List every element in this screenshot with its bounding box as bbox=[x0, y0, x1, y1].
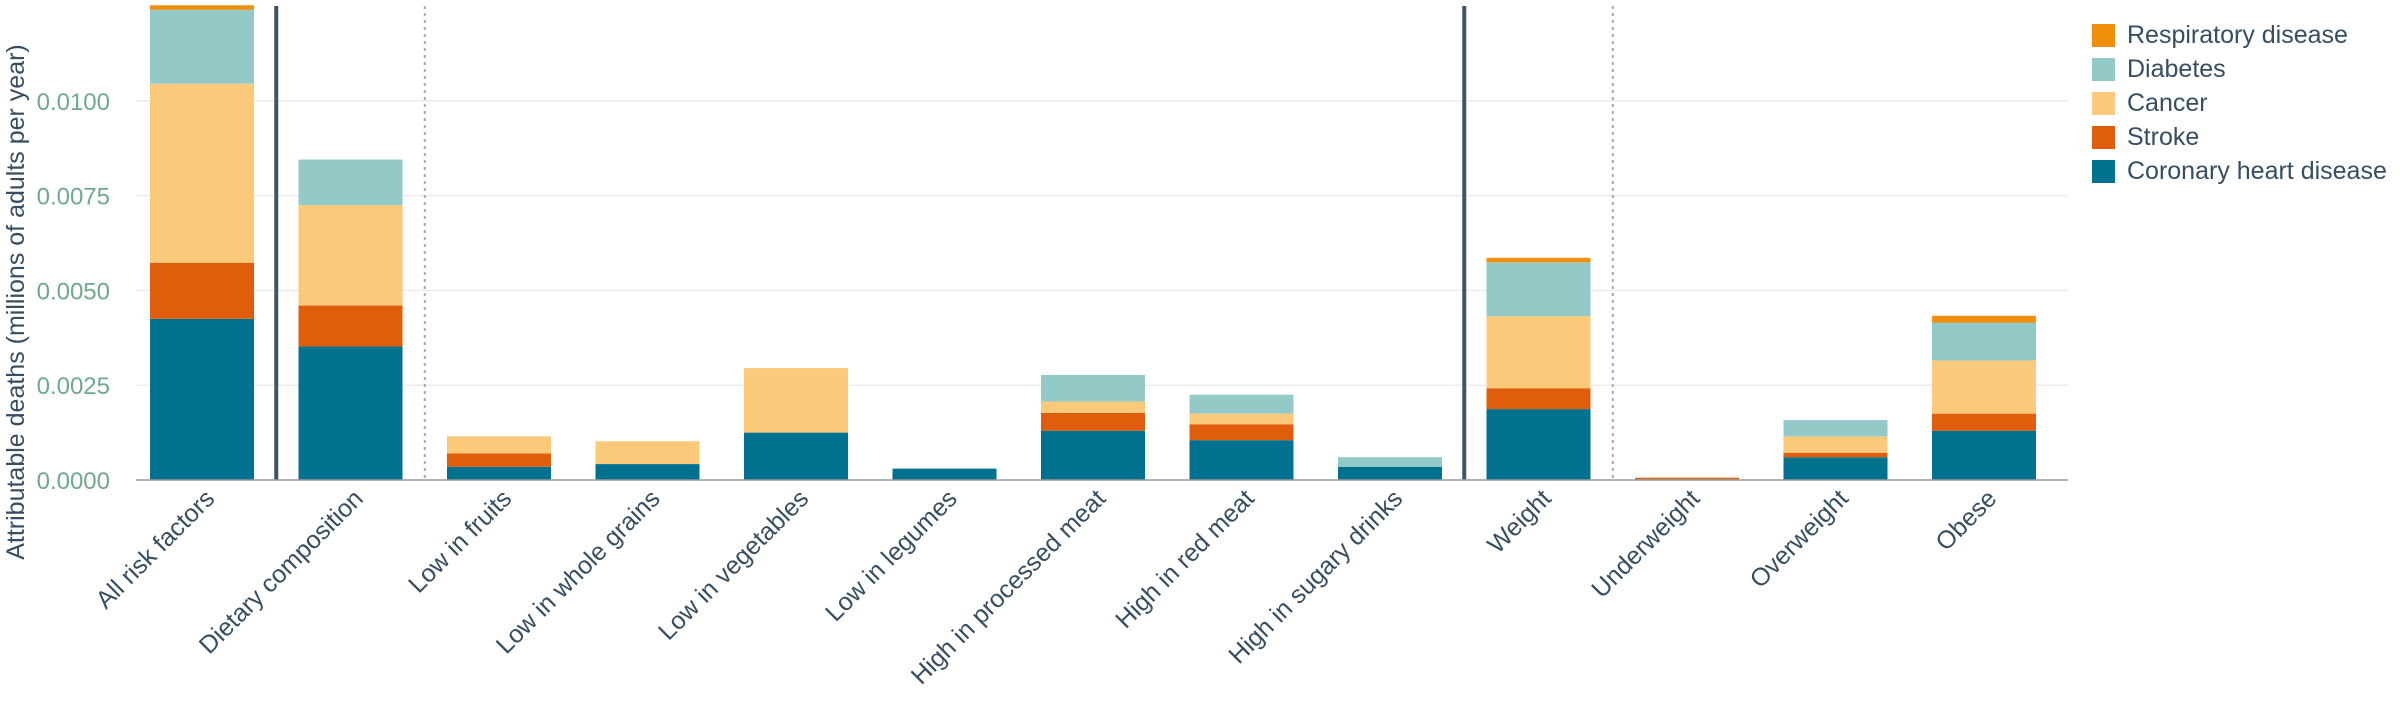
bar-segment bbox=[298, 205, 403, 306]
legend: Respiratory disease Diabetes Cancer Stroke C… bbox=[2092, 18, 2387, 188]
bar-segment bbox=[1189, 424, 1294, 441]
bar-segment bbox=[1486, 409, 1591, 480]
bar-segment bbox=[150, 318, 254, 480]
x-tick-label: Dietary composition bbox=[194, 484, 369, 659]
legend-label: Stroke bbox=[2127, 122, 2200, 151]
legend-swatch bbox=[2092, 23, 2115, 47]
bar-segment bbox=[150, 83, 254, 263]
bar-segment bbox=[150, 5, 254, 10]
bar-segment bbox=[150, 9, 254, 84]
bar-segment bbox=[1338, 457, 1442, 467]
bar-segment bbox=[150, 262, 254, 319]
bar-segment bbox=[1189, 413, 1294, 425]
bar-segment bbox=[1783, 436, 1888, 453]
bar-segment bbox=[1932, 430, 2036, 480]
bar-segment bbox=[1041, 430, 1145, 480]
x-tick-label: Weight bbox=[1482, 484, 1557, 559]
x-tick-label: All risk factors bbox=[90, 484, 220, 614]
x-tick-label: Overweight bbox=[1745, 484, 1854, 593]
bar-segment bbox=[1041, 401, 1145, 413]
group-separators bbox=[274, 6, 1614, 480]
legend-item: Respiratory disease bbox=[2092, 18, 2387, 52]
bar-segment bbox=[595, 441, 700, 465]
legend-label: Diabetes bbox=[2127, 54, 2226, 83]
y-tick-label: 0.0000 bbox=[37, 468, 110, 495]
bar-segment bbox=[298, 159, 403, 206]
bar-segment bbox=[1932, 315, 2036, 323]
x-tick-label: Low in vegetables bbox=[653, 484, 814, 645]
y-axis-title: Attributable deaths (millions of adults … bbox=[2, 44, 30, 560]
legend-label: Respiratory disease bbox=[2127, 20, 2348, 49]
legend-swatch bbox=[2092, 125, 2115, 149]
bar-segment bbox=[744, 368, 848, 433]
bar-segment bbox=[1783, 457, 1888, 480]
x-tick-label: Underweight bbox=[1586, 484, 1705, 603]
bar-segment bbox=[1486, 316, 1591, 389]
bar-segment bbox=[447, 453, 551, 467]
bar-segment bbox=[1932, 322, 2036, 361]
bars bbox=[150, 5, 2036, 480]
x-tick-label: Obese bbox=[1930, 484, 2002, 556]
x-tick-label: Low in legumes bbox=[820, 484, 963, 627]
bar-segment bbox=[1635, 477, 1739, 480]
legend-swatch bbox=[2092, 57, 2115, 81]
bar-segment bbox=[744, 432, 848, 480]
x-tick-label: High in red meat bbox=[1110, 484, 1260, 634]
bar-segment bbox=[1783, 420, 1888, 437]
legend-item: Coronary heart disease bbox=[2092, 154, 2387, 188]
bar-segment bbox=[298, 305, 403, 347]
bar-segment bbox=[1189, 394, 1294, 414]
legend-item: Cancer bbox=[2092, 86, 2387, 120]
legend-label: Coronary heart disease bbox=[2127, 156, 2387, 185]
legend-swatch bbox=[2092, 91, 2115, 115]
y-tick-label: 0.0100 bbox=[37, 89, 110, 116]
bar-segment bbox=[1486, 257, 1591, 263]
bar-segment bbox=[447, 466, 551, 480]
bar-segment bbox=[1783, 452, 1888, 458]
y-tick-label: 0.0075 bbox=[37, 184, 110, 211]
legend-swatch bbox=[2092, 159, 2115, 183]
bar-segment bbox=[447, 436, 551, 454]
bar-segment bbox=[1932, 360, 2036, 414]
bar-segment bbox=[595, 464, 700, 480]
y-tick-label: 0.0025 bbox=[37, 373, 110, 400]
y-tick-label: 0.0050 bbox=[37, 278, 110, 305]
bar-segment bbox=[1932, 413, 2036, 431]
x-tick-label: Low in fruits bbox=[403, 484, 517, 598]
bar-segment bbox=[1189, 440, 1294, 480]
bar-segment bbox=[1486, 388, 1591, 410]
gridlines bbox=[136, 100, 2068, 386]
bar-segment bbox=[298, 346, 403, 480]
x-tick-label: Low in whole grains bbox=[491, 484, 666, 659]
bar-segment bbox=[1486, 262, 1591, 317]
legend-label: Cancer bbox=[2127, 88, 2208, 117]
bar-segment bbox=[892, 468, 997, 480]
bar-segment bbox=[1041, 412, 1145, 431]
bar-segment bbox=[1338, 466, 1442, 480]
legend-item: Diabetes bbox=[2092, 52, 2387, 86]
bar-segment bbox=[1041, 374, 1145, 402]
legend-item: Stroke bbox=[2092, 120, 2387, 154]
